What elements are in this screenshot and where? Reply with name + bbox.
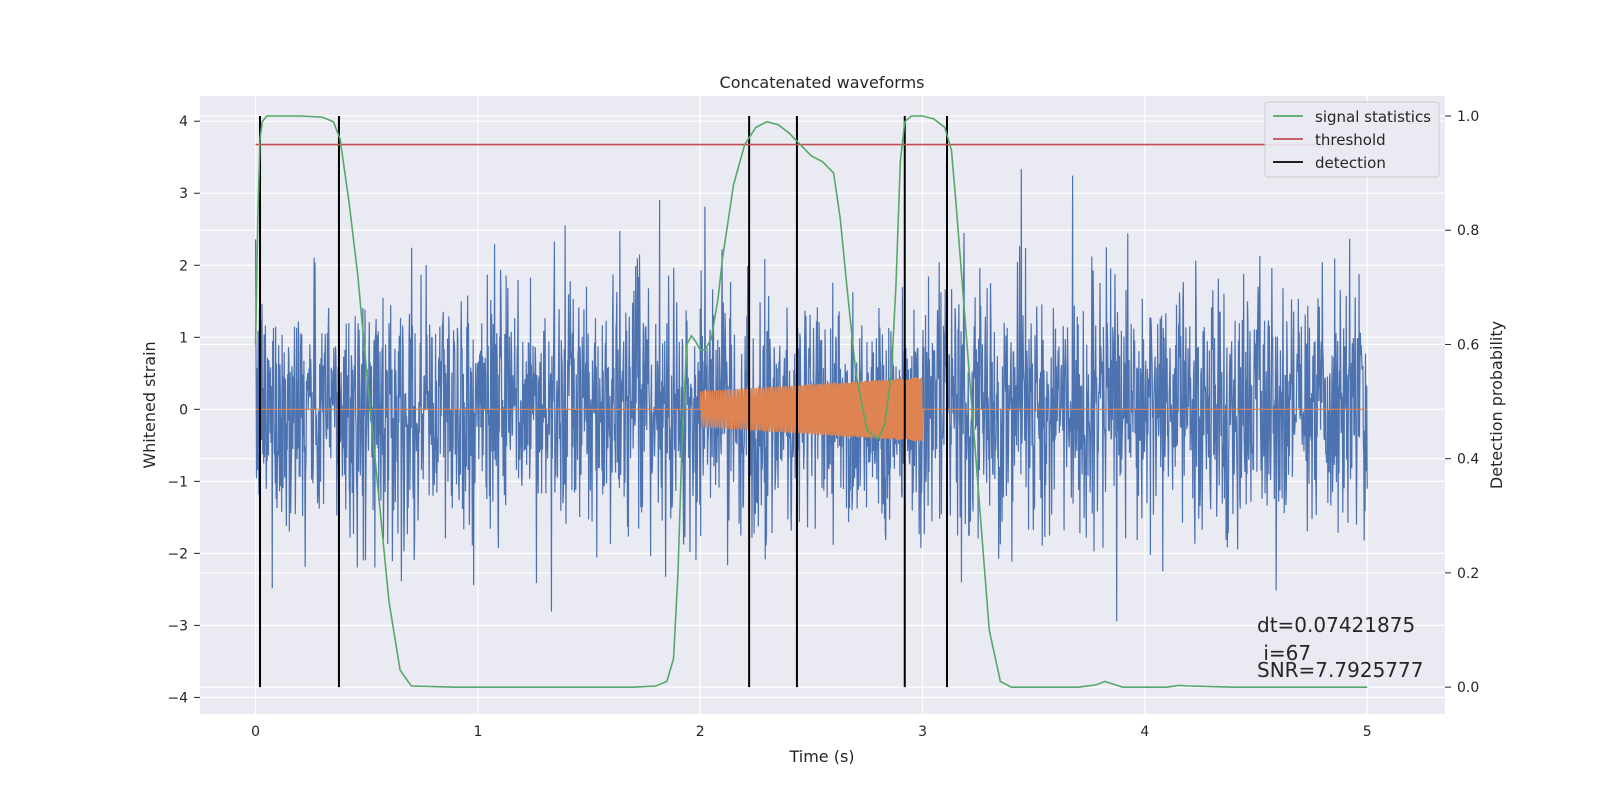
y-tick-label: 3 xyxy=(179,186,188,202)
y-tick-label: −4 xyxy=(167,690,188,706)
y-axis-label-left: Whitened strain xyxy=(140,341,159,468)
x-tick-label: 2 xyxy=(696,724,705,740)
y-right-tick-label: 0.8 xyxy=(1457,223,1479,239)
y-tick-label: −1 xyxy=(167,474,188,490)
legend: signal statistics threshold detection xyxy=(1264,101,1440,178)
y-tick-label: 2 xyxy=(179,258,188,274)
y-right-tick-label: 1.0 xyxy=(1457,109,1479,125)
x-axis-label: Time (s) xyxy=(788,747,854,766)
y-tick-label: 0 xyxy=(179,402,188,418)
series-template xyxy=(255,377,1368,442)
annotation: dt=0.07421875 i=67 SNR=7.7925777 xyxy=(1257,613,1423,682)
legend-label-detection: detection xyxy=(1315,154,1386,172)
y-right-tick-label: 0.6 xyxy=(1457,337,1479,353)
y-tick-label: 4 xyxy=(179,114,188,130)
series-signal-statistics xyxy=(254,115,1368,688)
detection-lines xyxy=(259,115,948,688)
x-tick-label: 3 xyxy=(918,724,927,740)
y-right-tick-label: 0.2 xyxy=(1457,566,1479,582)
y-tick-label: −2 xyxy=(167,546,188,562)
x-tick-label: 1 xyxy=(473,724,482,740)
y-axis-label-right: Detection probability xyxy=(1487,321,1506,489)
y-right-tick-label: 0.0 xyxy=(1457,680,1479,696)
legend-label-signal-statistics: signal statistics xyxy=(1315,108,1431,126)
legend-label-threshold: threshold xyxy=(1315,131,1386,149)
y-right-tick-label: 0.4 xyxy=(1457,452,1479,468)
x-tick-label: 4 xyxy=(1140,724,1149,740)
y-tick-label: 1 xyxy=(179,330,188,346)
chart-title: Concatenated waveforms xyxy=(720,73,925,92)
legend-box xyxy=(1264,101,1440,178)
y-axis-left-ticks: −4 −3 −2 −1 0 1 2 3 4 xyxy=(167,114,200,706)
x-tick-label: 0 xyxy=(251,724,260,740)
x-axis-ticks: 0 1 2 3 4 5 xyxy=(251,724,1372,740)
x-tick-label: 5 xyxy=(1363,724,1372,740)
y-tick-label: −3 xyxy=(167,618,188,634)
annotation-i: i=67 xyxy=(1257,641,1311,665)
y-axis-right-ticks: 0.0 0.2 0.4 0.6 0.8 1.0 xyxy=(1445,109,1479,696)
annotation-dt: dt=0.07421875 xyxy=(1257,613,1415,637)
annotation-snr: SNR=7.7925777 xyxy=(1257,658,1423,682)
